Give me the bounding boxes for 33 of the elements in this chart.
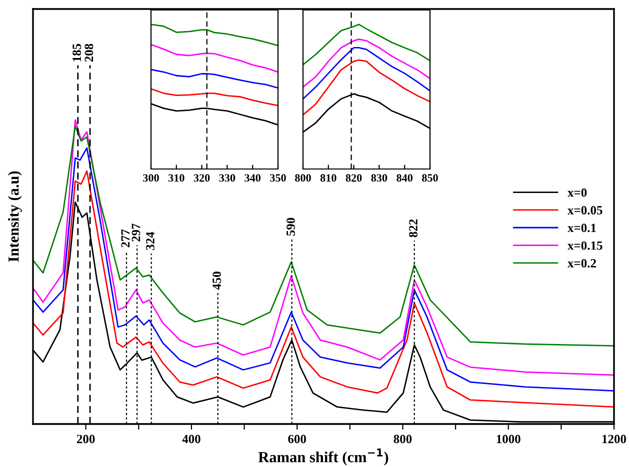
x-tick-label: 830 <box>371 174 388 182</box>
x-tick-label: 310 <box>168 174 184 182</box>
x-tick-label: 320 <box>194 174 210 182</box>
ref-line-label: 208 <box>84 44 94 62</box>
ref-line-label: 185 <box>72 44 82 62</box>
legend-label: x=0.1 <box>568 224 596 232</box>
x-tick-label: 1200 <box>602 434 626 444</box>
x-tick-label: 820 <box>346 174 362 182</box>
x-tick-label: 400 <box>182 434 200 444</box>
x-tick-label: 600 <box>288 434 306 444</box>
ref-line-label: 297 <box>132 224 140 242</box>
x-tick-label: 300 <box>143 174 159 182</box>
x-tick-label: 800 <box>394 434 412 444</box>
ref-line-label: 822 <box>409 219 418 238</box>
legend-label: x=0.15 <box>568 241 602 250</box>
x-tick-label: 200 <box>76 434 95 444</box>
ref-line-label: 324 <box>146 232 154 250</box>
ref-line-label: 277 <box>121 229 130 248</box>
x-tick-label: 340 <box>244 174 261 182</box>
x-tick-label: 810 <box>320 174 336 182</box>
x-tick-label: 330 <box>219 174 236 182</box>
y-axis-title: Intensity (a.u) <box>8 171 22 262</box>
x-axis-title: Raman shift (cm$^{−1}$) <box>258 448 388 466</box>
x-tick-label: 800 <box>295 174 311 182</box>
x-tick-label: 850 <box>422 174 438 182</box>
legend-label: x=0 <box>568 188 587 197</box>
x-tick-label: 1000 <box>496 434 520 444</box>
legend-label: x=0.2 <box>568 259 596 268</box>
ref-line-label: 450 <box>212 272 221 290</box>
x-tick-label: 350 <box>270 174 286 182</box>
legend-label: x=0.05 <box>568 206 602 215</box>
x-tick-label: 840 <box>396 174 413 182</box>
ref-line-label: 590 <box>286 218 295 236</box>
